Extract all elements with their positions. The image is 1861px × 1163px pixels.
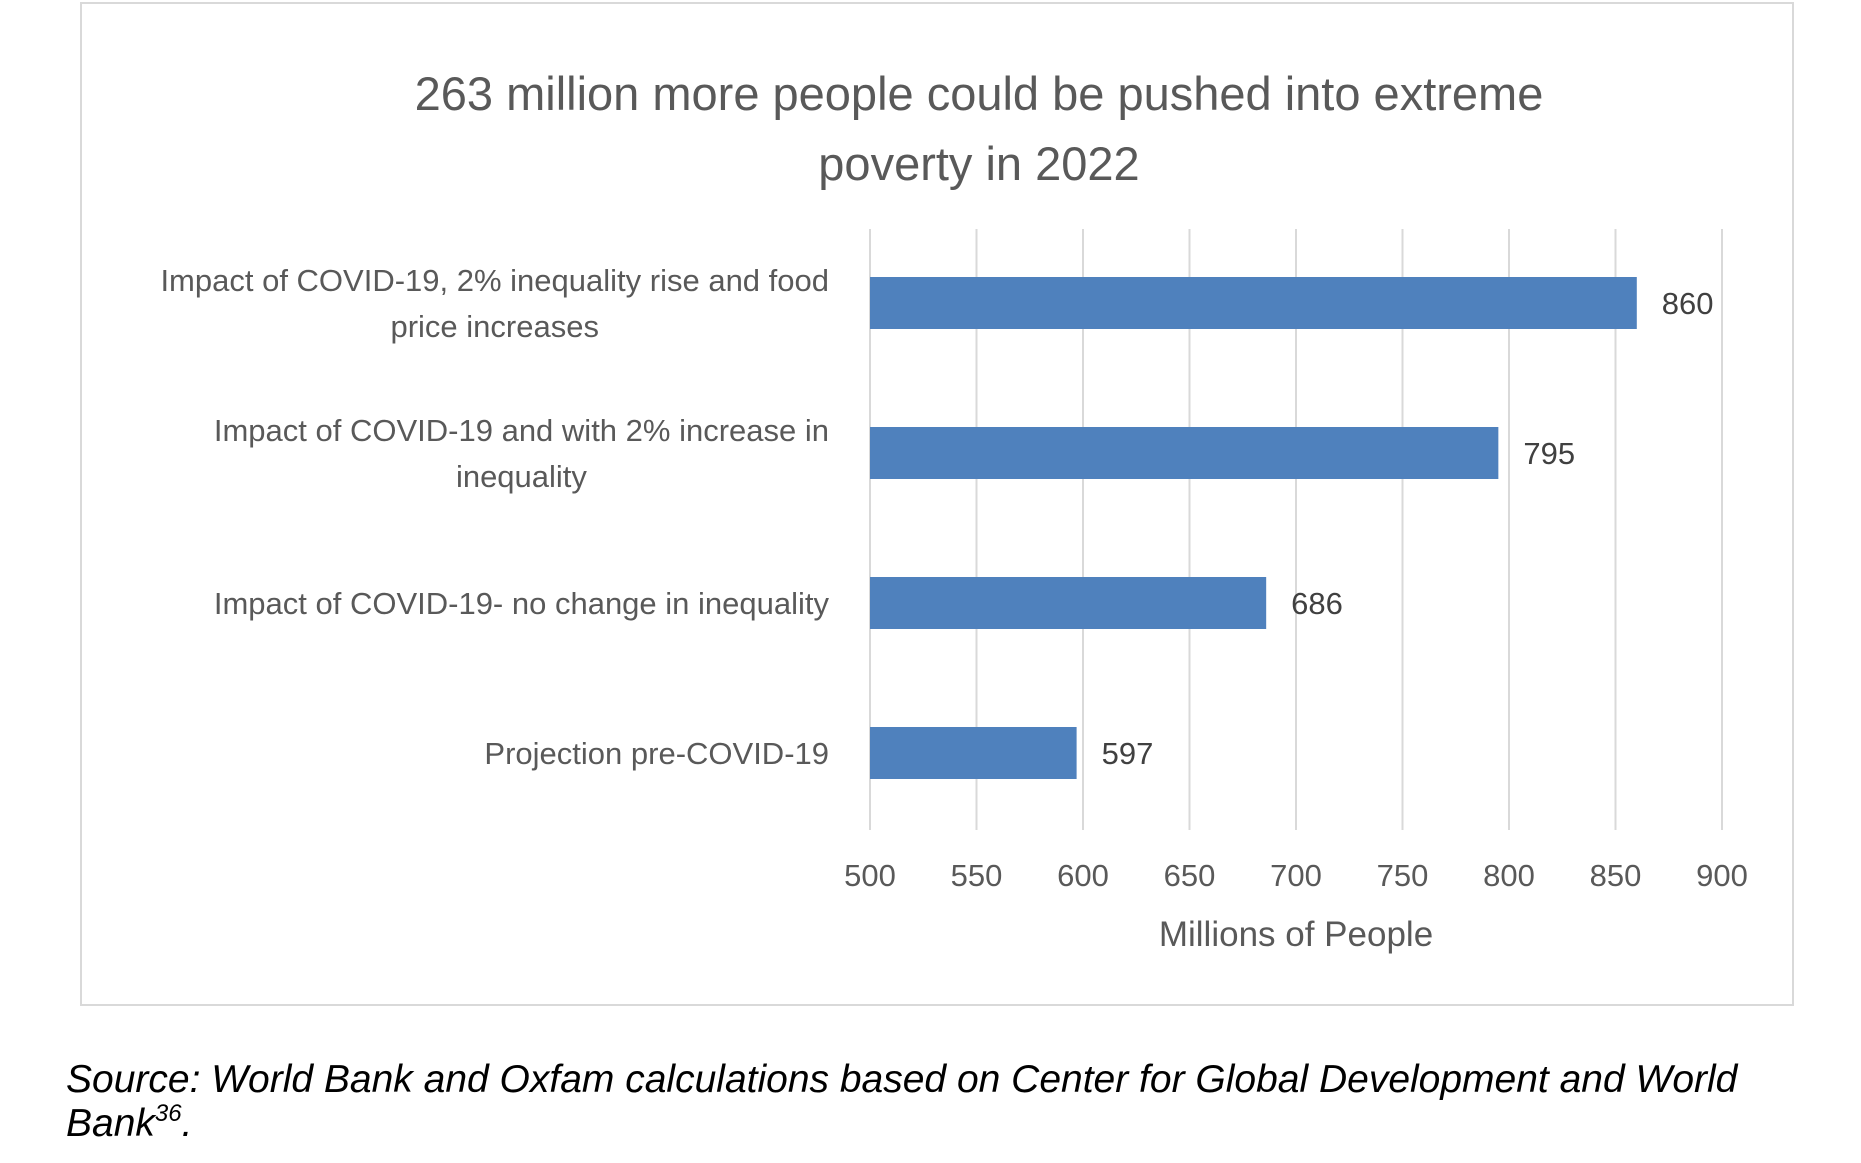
x-tick-label: 750 xyxy=(1377,858,1429,893)
category-label-line: Impact of COVID-19- no change in inequal… xyxy=(214,586,830,621)
bar xyxy=(870,577,1267,629)
source-end-punctuation: . xyxy=(181,1102,193,1145)
x-tick-label: 550 xyxy=(951,858,1003,893)
x-tick-label: 700 xyxy=(1270,858,1322,893)
bar xyxy=(870,727,1077,779)
chart-frame: 263 million more people could be pushed … xyxy=(80,2,1794,1006)
category-label-line: Impact of COVID-19 and with 2% increase … xyxy=(214,413,829,448)
x-tick-label: 800 xyxy=(1483,858,1535,893)
x-tick-label: 850 xyxy=(1590,858,1642,893)
x-tick-label: 900 xyxy=(1696,858,1748,893)
category-label-line: inequality xyxy=(456,459,587,494)
bar xyxy=(870,277,1637,329)
bar-value-label: 795 xyxy=(1523,436,1575,471)
chart-title-line: poverty in 2022 xyxy=(818,137,1139,190)
x-axis-title: Millions of People xyxy=(1159,915,1433,954)
source-text: Source: World Bank and Oxfam calculation… xyxy=(66,1058,1738,1145)
category-label-line: price increases xyxy=(390,309,598,344)
bar-chart: 263 million more people could be pushed … xyxy=(160,67,1748,954)
category-label-line: Impact of COVID-19, 2% inequality rise a… xyxy=(160,263,829,298)
category-label-line: Projection pre-COVID-19 xyxy=(484,736,829,771)
chart-title-line: 263 million more people could be pushed … xyxy=(415,67,1544,120)
source-note: Source: World Bank and Oxfam calculation… xyxy=(66,1058,1826,1146)
bar-value-label: 860 xyxy=(1662,286,1714,321)
x-tick-label: 650 xyxy=(1164,858,1216,893)
bar-value-label: 597 xyxy=(1102,736,1154,771)
footnote-reference: 36 xyxy=(154,1100,182,1127)
x-tick-label: 500 xyxy=(844,858,896,893)
bar xyxy=(870,427,1499,479)
bar-value-label: 686 xyxy=(1291,586,1343,621)
x-tick-label: 600 xyxy=(1057,858,1109,893)
